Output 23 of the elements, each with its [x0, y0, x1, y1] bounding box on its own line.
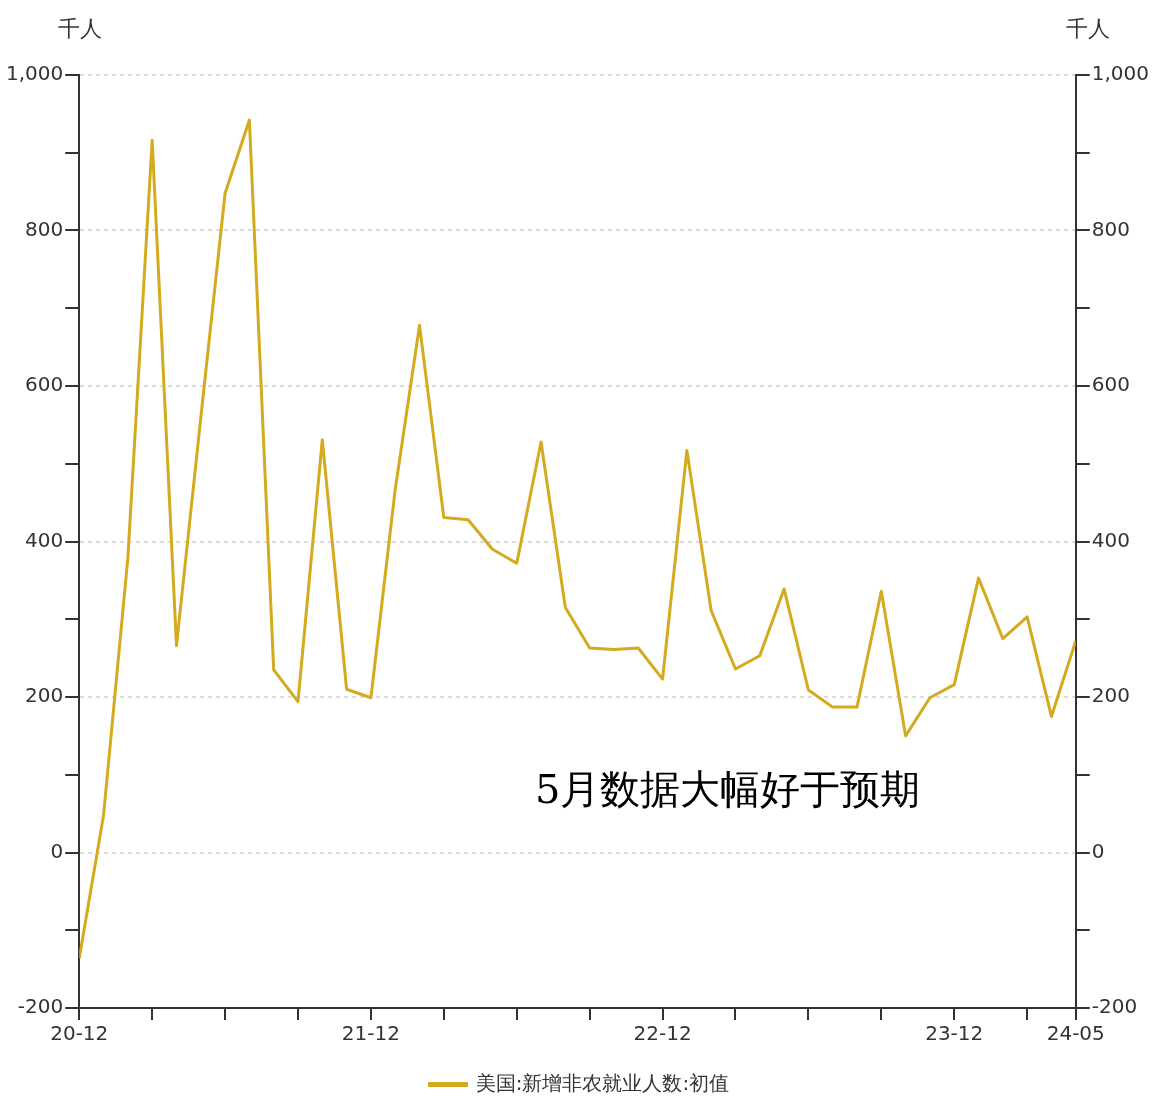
- y2-tick-label: 400: [1091, 527, 1130, 552]
- y2-tick-label: 800: [1091, 216, 1130, 241]
- y-tick-label: -200: [17, 994, 64, 1019]
- y2-tick-label: -200: [1091, 994, 1138, 1019]
- y2-tick-label: 0: [1091, 838, 1105, 863]
- y-tick-label: 600: [25, 372, 64, 397]
- annotation: 5月数据大幅好于预期: [535, 765, 921, 814]
- y-tick-label: 800: [25, 216, 64, 241]
- x-tick-label: 24-05: [1046, 1021, 1105, 1046]
- legend-label: 美国:新增非农就业人数:初值: [475, 1071, 730, 1095]
- y-tick-label: 200: [25, 683, 64, 708]
- y2-tick-label: 600: [1091, 372, 1130, 397]
- y-tick-label: 1,000: [5, 61, 64, 86]
- x-tick-label: 20-12: [50, 1021, 109, 1046]
- x-tick-label: 22-12: [633, 1021, 692, 1046]
- y2-axis-title: 千人: [1066, 15, 1110, 43]
- y-tick-label: 400: [25, 527, 64, 552]
- y2-tick-label: 1,000: [1091, 61, 1150, 86]
- x-tick-label: 23-12: [925, 1021, 984, 1046]
- x-tick-label: 21-12: [341, 1021, 400, 1046]
- y-axis-title: 千人: [58, 15, 102, 43]
- y2-tick-label: 200: [1091, 683, 1130, 708]
- y-tick-label: 0: [50, 838, 64, 863]
